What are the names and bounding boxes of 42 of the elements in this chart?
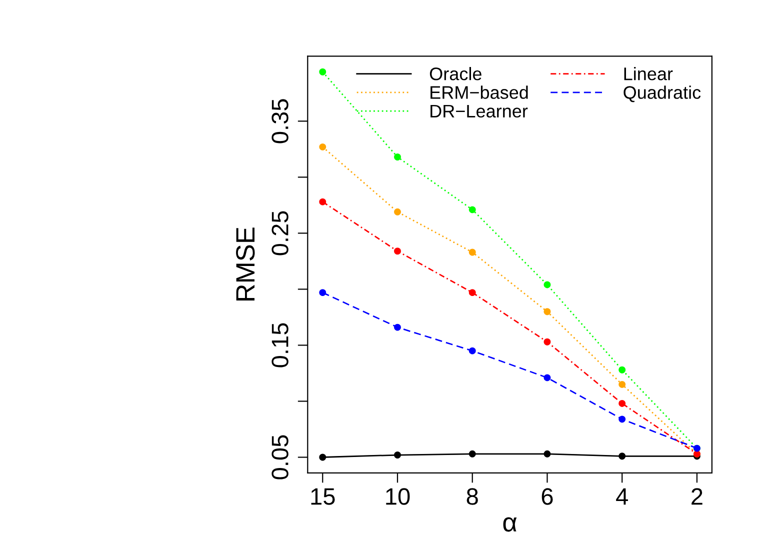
- point: [319, 454, 326, 461]
- point: [468, 206, 476, 214]
- point: [319, 143, 326, 150]
- y-tick-label: 0.15: [272, 323, 288, 368]
- point: [394, 452, 401, 458]
- legend-label: Quadratic: [624, 86, 701, 102]
- legend-label: Linear: [624, 67, 673, 80]
- x-tick-label: 15: [311, 488, 335, 505]
- y-tick-label: 0.35: [272, 99, 288, 144]
- legend-label: DR−Learner: [430, 104, 528, 118]
- x-tick-label: 4: [616, 488, 628, 505]
- point: [319, 68, 326, 76]
- x-axis-title: α: [503, 517, 517, 532]
- y-tick-label: 0.25: [272, 211, 288, 256]
- point: [544, 374, 551, 382]
- x-tick-label: 8: [466, 488, 478, 505]
- point: [468, 347, 476, 354]
- point: [544, 308, 551, 316]
- point: [468, 289, 476, 296]
- point: [618, 400, 626, 407]
- point: [394, 324, 401, 331]
- legend-label: ERM−based: [430, 86, 528, 99]
- point: [394, 154, 401, 160]
- x-tick-label: 2: [692, 488, 702, 505]
- point: [468, 450, 476, 458]
- y-tick-label: 0.05: [272, 435, 288, 480]
- point: [618, 452, 626, 460]
- point: [618, 366, 626, 374]
- point: [394, 208, 401, 216]
- point: [544, 281, 551, 288]
- point: [544, 338, 551, 346]
- point: [394, 248, 401, 255]
- point: [618, 380, 626, 388]
- x-tick-label: 6: [542, 488, 553, 505]
- y-axis-title: RMSE: [236, 228, 255, 301]
- point: [319, 289, 326, 296]
- x-tick-label: 10: [386, 488, 410, 505]
- point: [468, 248, 476, 256]
- legend-label: Oracle: [430, 67, 482, 80]
- point: [319, 198, 326, 206]
- point: [618, 416, 626, 423]
- point: [544, 450, 551, 458]
